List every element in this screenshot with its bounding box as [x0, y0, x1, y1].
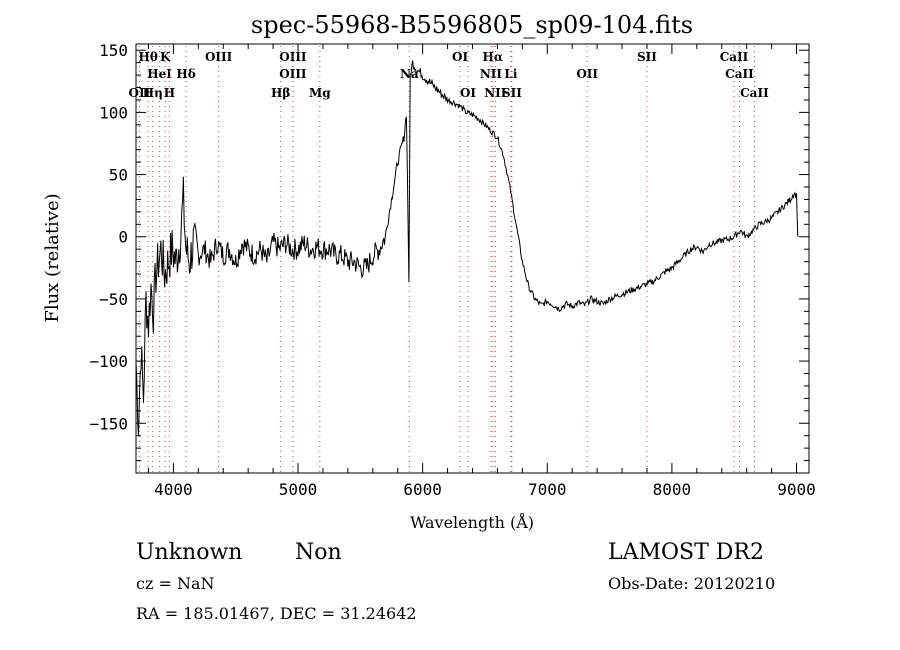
spectral-line-label: Hδ	[176, 67, 195, 81]
spectral-line-label: Hβ	[271, 86, 290, 100]
y-tick-label: −150	[89, 414, 128, 433]
spectral-line-label: Mg	[309, 86, 331, 100]
y-tick-label: −50	[99, 290, 128, 309]
plot-frame	[135, 43, 810, 474]
spectral-line-label: K	[160, 50, 171, 64]
spectral-line-label: CaII	[740, 86, 769, 100]
survey-label: LAMOST DR2	[608, 540, 764, 565]
x-tick-label: 9000	[777, 480, 816, 499]
spectral-line-label: HeI	[147, 67, 172, 81]
x-tick-label: 8000	[653, 480, 692, 499]
redshift-label: cz = NaN	[136, 574, 215, 593]
spectral-line-label: NII	[480, 67, 503, 81]
spectral-line-label: OI	[460, 86, 476, 100]
y-tick-label: 0	[118, 228, 128, 247]
class-label: Unknown	[136, 540, 242, 565]
spectral-line-label: OIII	[279, 67, 307, 81]
y-tick-label: 50	[109, 166, 128, 185]
spectral-line-label: SII	[502, 86, 522, 100]
spectral-line-label: Hη	[143, 86, 163, 100]
obs-date-label: Obs-Date: 20120210	[608, 574, 775, 593]
spectral-line-label: OII	[576, 67, 598, 81]
spectral-line-label: SII	[637, 50, 657, 64]
spectral-line-label: OI	[452, 50, 468, 64]
x-axis: 4000 5000 6000 7000 8000 9000	[147, 44, 816, 499]
x-tick-label: 6000	[403, 480, 442, 499]
y-axis-label: Flux (relative)	[42, 193, 63, 322]
y-tick-label: 100	[99, 103, 128, 122]
spectral-line-label: OIII	[205, 50, 233, 64]
spectral-line-label: Na	[400, 67, 419, 81]
subclass-label: Non	[295, 540, 342, 565]
spectral-line-label: CaII	[720, 50, 749, 64]
x-tick-label: 7000	[528, 480, 567, 499]
spectral-line-label: NII	[484, 86, 507, 100]
spectral-line-label: H	[164, 86, 175, 100]
spectral-line-label: Hα	[483, 50, 504, 64]
spectral-line-label: CaII	[725, 67, 754, 81]
chart-title: spec-55968-B5596805_sp09-104.fits	[251, 11, 693, 39]
y-axis: −150 −100 −50 0 50 100 150	[89, 41, 809, 462]
spectral-line-label: OII	[129, 86, 151, 100]
spectral-line-label: Hθ	[139, 50, 158, 64]
y-tick-label: 150	[99, 41, 128, 60]
coordinates-label: RA = 185.01467, DEC = 31.24642	[136, 604, 417, 623]
x-tick-label: 4000	[154, 480, 193, 499]
x-axis-label: Wavelength (Å)	[410, 512, 534, 532]
spectral-line-label: Li	[504, 67, 517, 81]
x-tick-label: 5000	[279, 480, 318, 499]
spectrum-line	[135, 60, 799, 437]
y-tick-label: −100	[89, 352, 128, 371]
